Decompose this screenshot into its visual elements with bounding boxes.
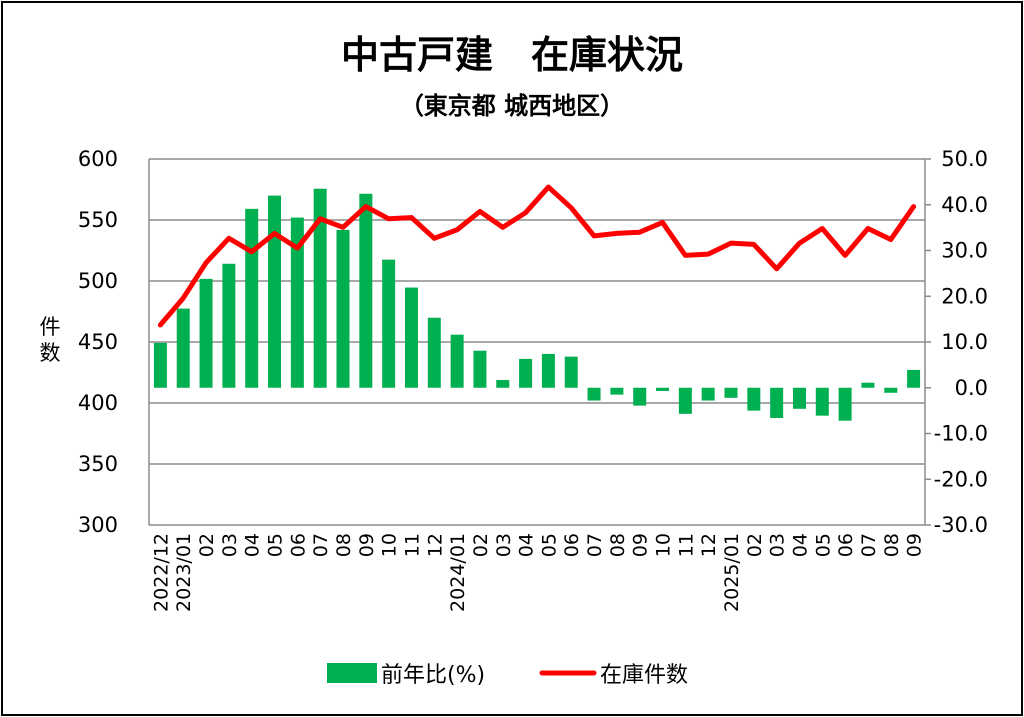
bar xyxy=(907,369,921,388)
y2-tick-label: -10.0 xyxy=(934,422,988,446)
bar xyxy=(245,208,259,388)
x-tick-label: 02 xyxy=(744,533,766,557)
bar xyxy=(610,387,624,395)
bar xyxy=(176,308,190,388)
y2-tick-label: 0.0 xyxy=(955,376,988,400)
bar xyxy=(792,387,806,409)
y2-tick-label: 10.0 xyxy=(941,330,988,354)
bar xyxy=(427,317,441,388)
chart-title: 中古戸建 在庫状況 xyxy=(341,33,683,77)
x-tick-label: 11 xyxy=(401,533,423,557)
x-tick-label: 08 xyxy=(607,533,629,557)
y2-tick-label: 40.0 xyxy=(941,193,988,217)
y-axis-label-1: 件 xyxy=(40,315,61,339)
legend-label-bar: 前年比(%) xyxy=(381,663,485,688)
bar xyxy=(838,387,852,421)
bar xyxy=(541,353,555,388)
x-tick-label: 07 xyxy=(584,533,606,557)
bar xyxy=(656,387,670,391)
x-tick-label: 02 xyxy=(196,533,218,557)
x-tick-label: 04 xyxy=(789,533,811,557)
bar xyxy=(701,387,715,401)
bar xyxy=(268,195,282,388)
x-tick-label: 03 xyxy=(493,533,515,557)
y2-tick-label: -30.0 xyxy=(934,513,988,537)
x-tick-label: 09 xyxy=(630,533,652,557)
bar xyxy=(861,382,875,388)
bar xyxy=(336,229,350,388)
bar xyxy=(724,387,738,398)
x-tick-label: 02 xyxy=(470,533,492,557)
legend-swatch-bar xyxy=(327,663,377,683)
bar xyxy=(747,387,761,411)
x-tick-label: 2025/01 xyxy=(721,533,743,612)
legend-label-line: 在庫件数 xyxy=(600,663,688,688)
legend: 前年比(%) 在庫件数 xyxy=(327,663,688,688)
bar xyxy=(884,387,898,393)
y2-tick-label: 50.0 xyxy=(941,147,988,171)
y-tick-label: 600 xyxy=(78,147,118,171)
bar xyxy=(678,387,692,414)
x-tick-label: 09 xyxy=(904,533,926,557)
x-tick-label: 04 xyxy=(516,533,538,557)
x-tick-label: 10 xyxy=(379,533,401,557)
bar xyxy=(450,334,464,388)
x-tick-label: 06 xyxy=(287,533,309,557)
bar xyxy=(496,379,510,388)
y-tick-label: 350 xyxy=(78,452,118,476)
bar xyxy=(404,287,418,388)
y2-tick-label: -20.0 xyxy=(934,467,988,491)
chart-subtitle: （東京都 城西地区） xyxy=(400,92,624,120)
x-tick-label: 12 xyxy=(424,533,446,557)
bar xyxy=(815,387,829,416)
x-tick-label: 04 xyxy=(242,533,264,557)
x-tick-label: 03 xyxy=(767,533,789,557)
x-tick-label: 10 xyxy=(653,533,675,557)
y2-tick-label: 30.0 xyxy=(941,239,988,263)
x-tick-label: 06 xyxy=(835,533,857,557)
bar xyxy=(473,350,487,388)
y-tick-label: 450 xyxy=(78,330,118,354)
x-tick-label: 09 xyxy=(356,533,378,557)
x-tick-label: 08 xyxy=(333,533,355,557)
x-tick-label: 05 xyxy=(265,533,287,557)
bar xyxy=(382,259,396,388)
bar xyxy=(633,387,647,406)
y-tick-label: 300 xyxy=(78,513,118,537)
x-tick-label: 2022/12 xyxy=(150,533,172,612)
y2-tick-label: 20.0 xyxy=(941,284,988,308)
inventory-line xyxy=(157,184,917,328)
bar xyxy=(359,193,373,388)
bar xyxy=(564,356,578,388)
x-tick-label: 08 xyxy=(881,533,903,557)
bar xyxy=(587,387,601,401)
y-tick-label: 550 xyxy=(78,208,118,232)
bar xyxy=(199,278,213,388)
x-tick-label: 03 xyxy=(219,533,241,557)
x-tick-label: 12 xyxy=(698,533,720,557)
bar xyxy=(313,188,327,388)
x-tick-label: 06 xyxy=(561,533,583,557)
y-tick-label: 400 xyxy=(78,391,118,415)
y-tick-label: 500 xyxy=(78,269,118,293)
x-tick-label: 07 xyxy=(858,533,880,557)
x-tick-label: 07 xyxy=(310,533,332,557)
bar xyxy=(153,342,167,388)
x-tick-label: 2024/01 xyxy=(447,533,469,612)
x-tick-label: 11 xyxy=(675,533,697,557)
x-tick-label: 05 xyxy=(538,533,560,557)
y-axis-label-2: 数 xyxy=(40,341,61,365)
bar xyxy=(290,217,304,388)
x-tick-label: 2023/01 xyxy=(173,533,195,612)
bar xyxy=(770,387,784,418)
bar xyxy=(222,263,236,388)
bar xyxy=(519,358,533,388)
x-tick-label: 05 xyxy=(812,533,834,557)
